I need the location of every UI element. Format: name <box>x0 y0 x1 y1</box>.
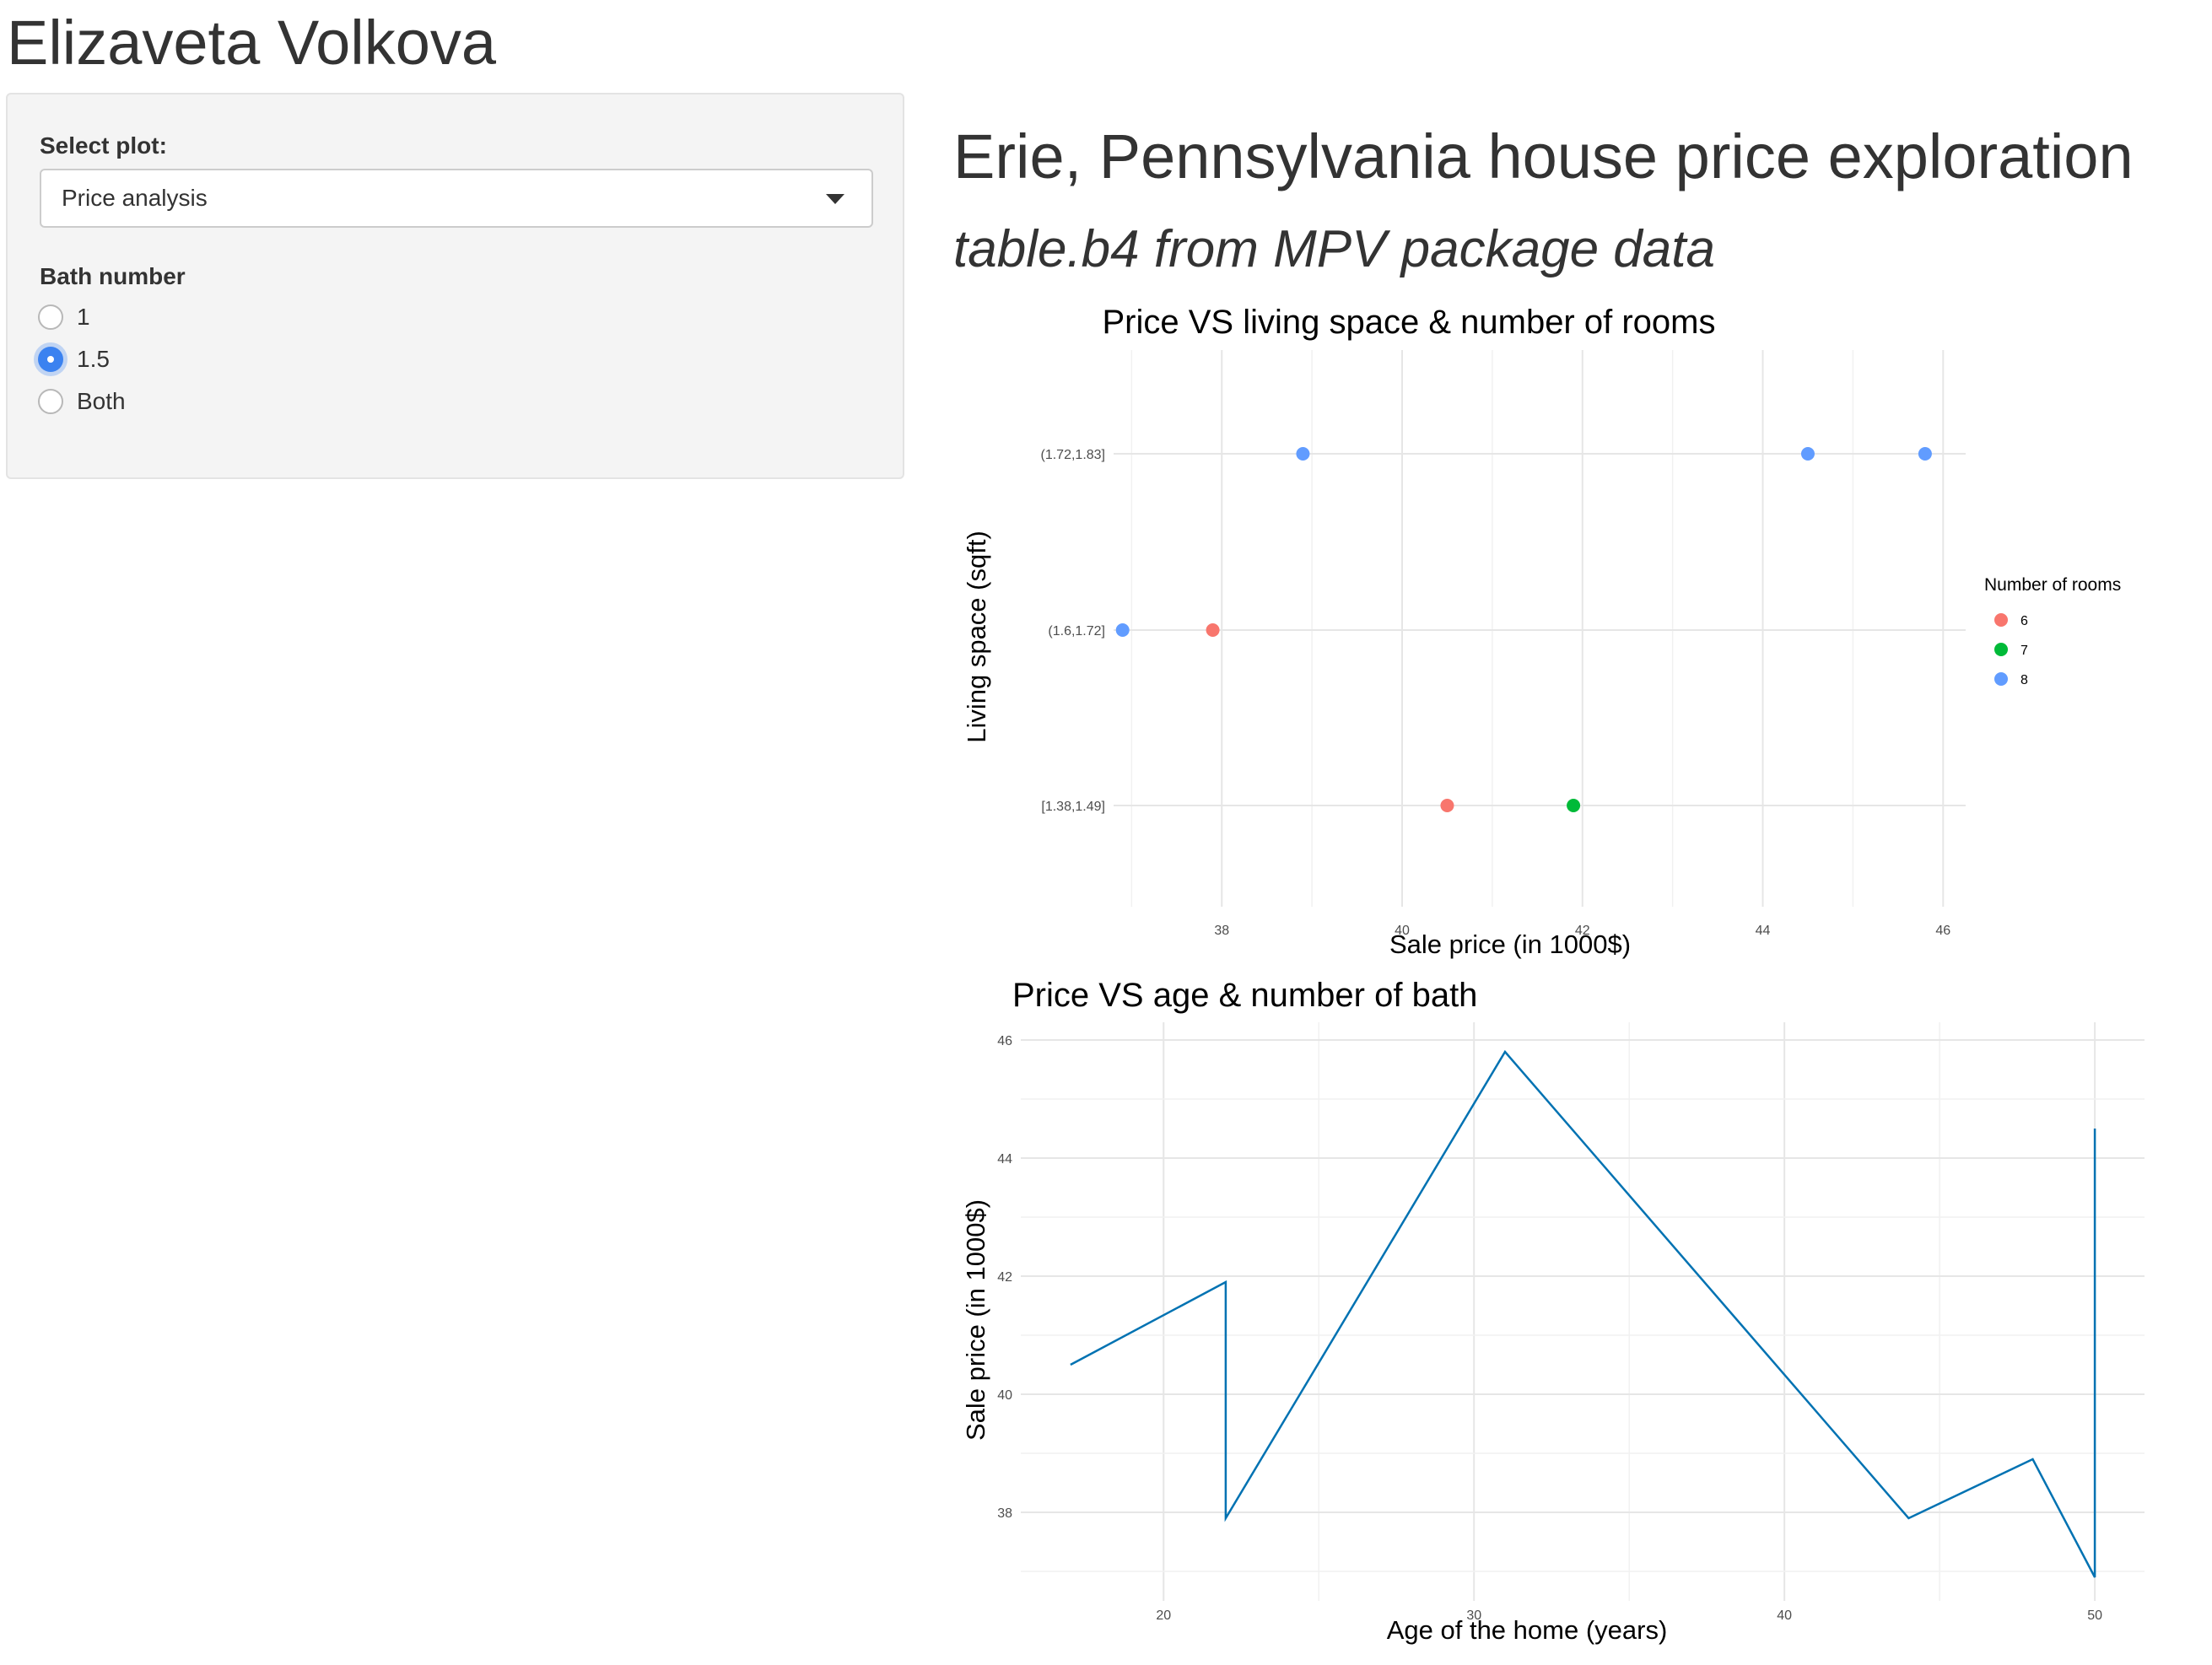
data-point <box>1296 447 1310 461</box>
legend-label: 8 <box>2020 673 2028 687</box>
series-line <box>1070 1049 2096 1578</box>
radio-option-1[interactable]: 1 <box>38 304 90 331</box>
x-axis-label: Sale price (in 1000$) <box>1389 929 1631 959</box>
x-tick-label: 20 <box>1156 1608 1171 1623</box>
data-point <box>1800 447 1815 461</box>
plot-select[interactable]: Price analysis <box>40 169 873 228</box>
data-point <box>1115 623 1130 637</box>
x-tick-label: 42 <box>1575 924 1590 938</box>
y-tick-label: 46 <box>997 1034 1012 1048</box>
x-tick-label: 30 <box>1466 1608 1481 1623</box>
y-tick-label: 42 <box>997 1270 1012 1285</box>
radio-button-icon <box>38 304 63 330</box>
select-plot-label: Select plot: <box>40 132 167 159</box>
radio-button-checked-icon <box>38 347 63 372</box>
radio-option-label: 1.5 <box>77 346 110 372</box>
y-tick-label: (1.6,1.72] <box>1048 624 1105 639</box>
radio-option-1-5[interactable]: 1.5 <box>38 346 110 373</box>
plot-select-value: Price analysis <box>62 185 208 211</box>
y-tick-label: (1.72,1.83] <box>1041 448 1106 462</box>
x-tick-label: 40 <box>1395 924 1410 938</box>
data-point <box>1567 799 1581 812</box>
chart-title: Price VS living space & number of rooms <box>1103 304 1716 341</box>
radio-button-icon <box>38 389 63 414</box>
legend-label: 7 <box>2020 644 2028 658</box>
chart-series <box>1070 1049 2096 1578</box>
legend-title: Number of rooms <box>1984 575 2121 595</box>
legend-swatch <box>1994 613 2008 627</box>
x-tick-label: 46 <box>1935 924 1950 938</box>
legend-swatch <box>1994 643 2008 656</box>
radio-option-label: 1 <box>77 304 90 330</box>
main-subtitle: table.b4 from MPV package data <box>953 220 1715 278</box>
scatter-chart: [1.38,1.49] (1.6,1.72] (1.72,1.83] 38 40 42 44… <box>962 304 2121 959</box>
radio-option-both[interactable]: Both <box>38 388 126 415</box>
line-chart: 20 30 40 50 38 40 42 44 46 Price VS age & number… <box>961 977 2145 1645</box>
chart-tick-labels: 20 30 40 50 38 40 42 44 46 <box>997 1034 2102 1623</box>
chart-title: Price VS age & number of bath <box>1012 977 1477 1014</box>
sidebar-panel: Select plot: Price analysis Bath number … <box>6 93 904 479</box>
y-axis-label: Sale price (in 1000$) <box>961 1199 990 1441</box>
chevron-down-icon <box>826 194 844 204</box>
data-point <box>1918 447 1932 461</box>
x-tick-label: 40 <box>1777 1608 1792 1623</box>
x-tick-label: 50 <box>2087 1608 2102 1623</box>
chart-tick-labels: [1.38,1.49] (1.6,1.72] (1.72,1.83] 38 40 42 44… <box>1041 448 1951 938</box>
y-tick-label: [1.38,1.49] <box>1041 800 1105 814</box>
app-title: Elizaveta Volkova <box>7 8 497 78</box>
y-tick-label: 40 <box>997 1388 1012 1403</box>
legend-label: 6 <box>2020 614 2028 628</box>
x-tick-label: 44 <box>1756 924 1771 938</box>
data-point <box>1440 799 1454 812</box>
y-tick-label: 44 <box>997 1152 1012 1167</box>
radio-option-label: Both <box>77 388 126 414</box>
y-axis-label: Living space (sqft) <box>962 531 991 743</box>
chart-legend: Number of rooms 6 7 8 <box>1984 575 2121 687</box>
x-axis-label: Age of the home (years) <box>1387 1615 1668 1645</box>
data-point <box>1206 623 1220 637</box>
chart-points <box>1115 447 1932 812</box>
x-tick-label: 38 <box>1214 924 1229 938</box>
main-title: Erie, Pennsylvania house price explorati… <box>953 121 2134 191</box>
y-tick-label: 38 <box>997 1506 1012 1521</box>
chart-grid <box>1114 350 1966 907</box>
legend-swatch <box>1994 672 2008 686</box>
bath-number-label: Bath number <box>40 263 186 289</box>
chart-grid <box>1021 1022 2145 1601</box>
